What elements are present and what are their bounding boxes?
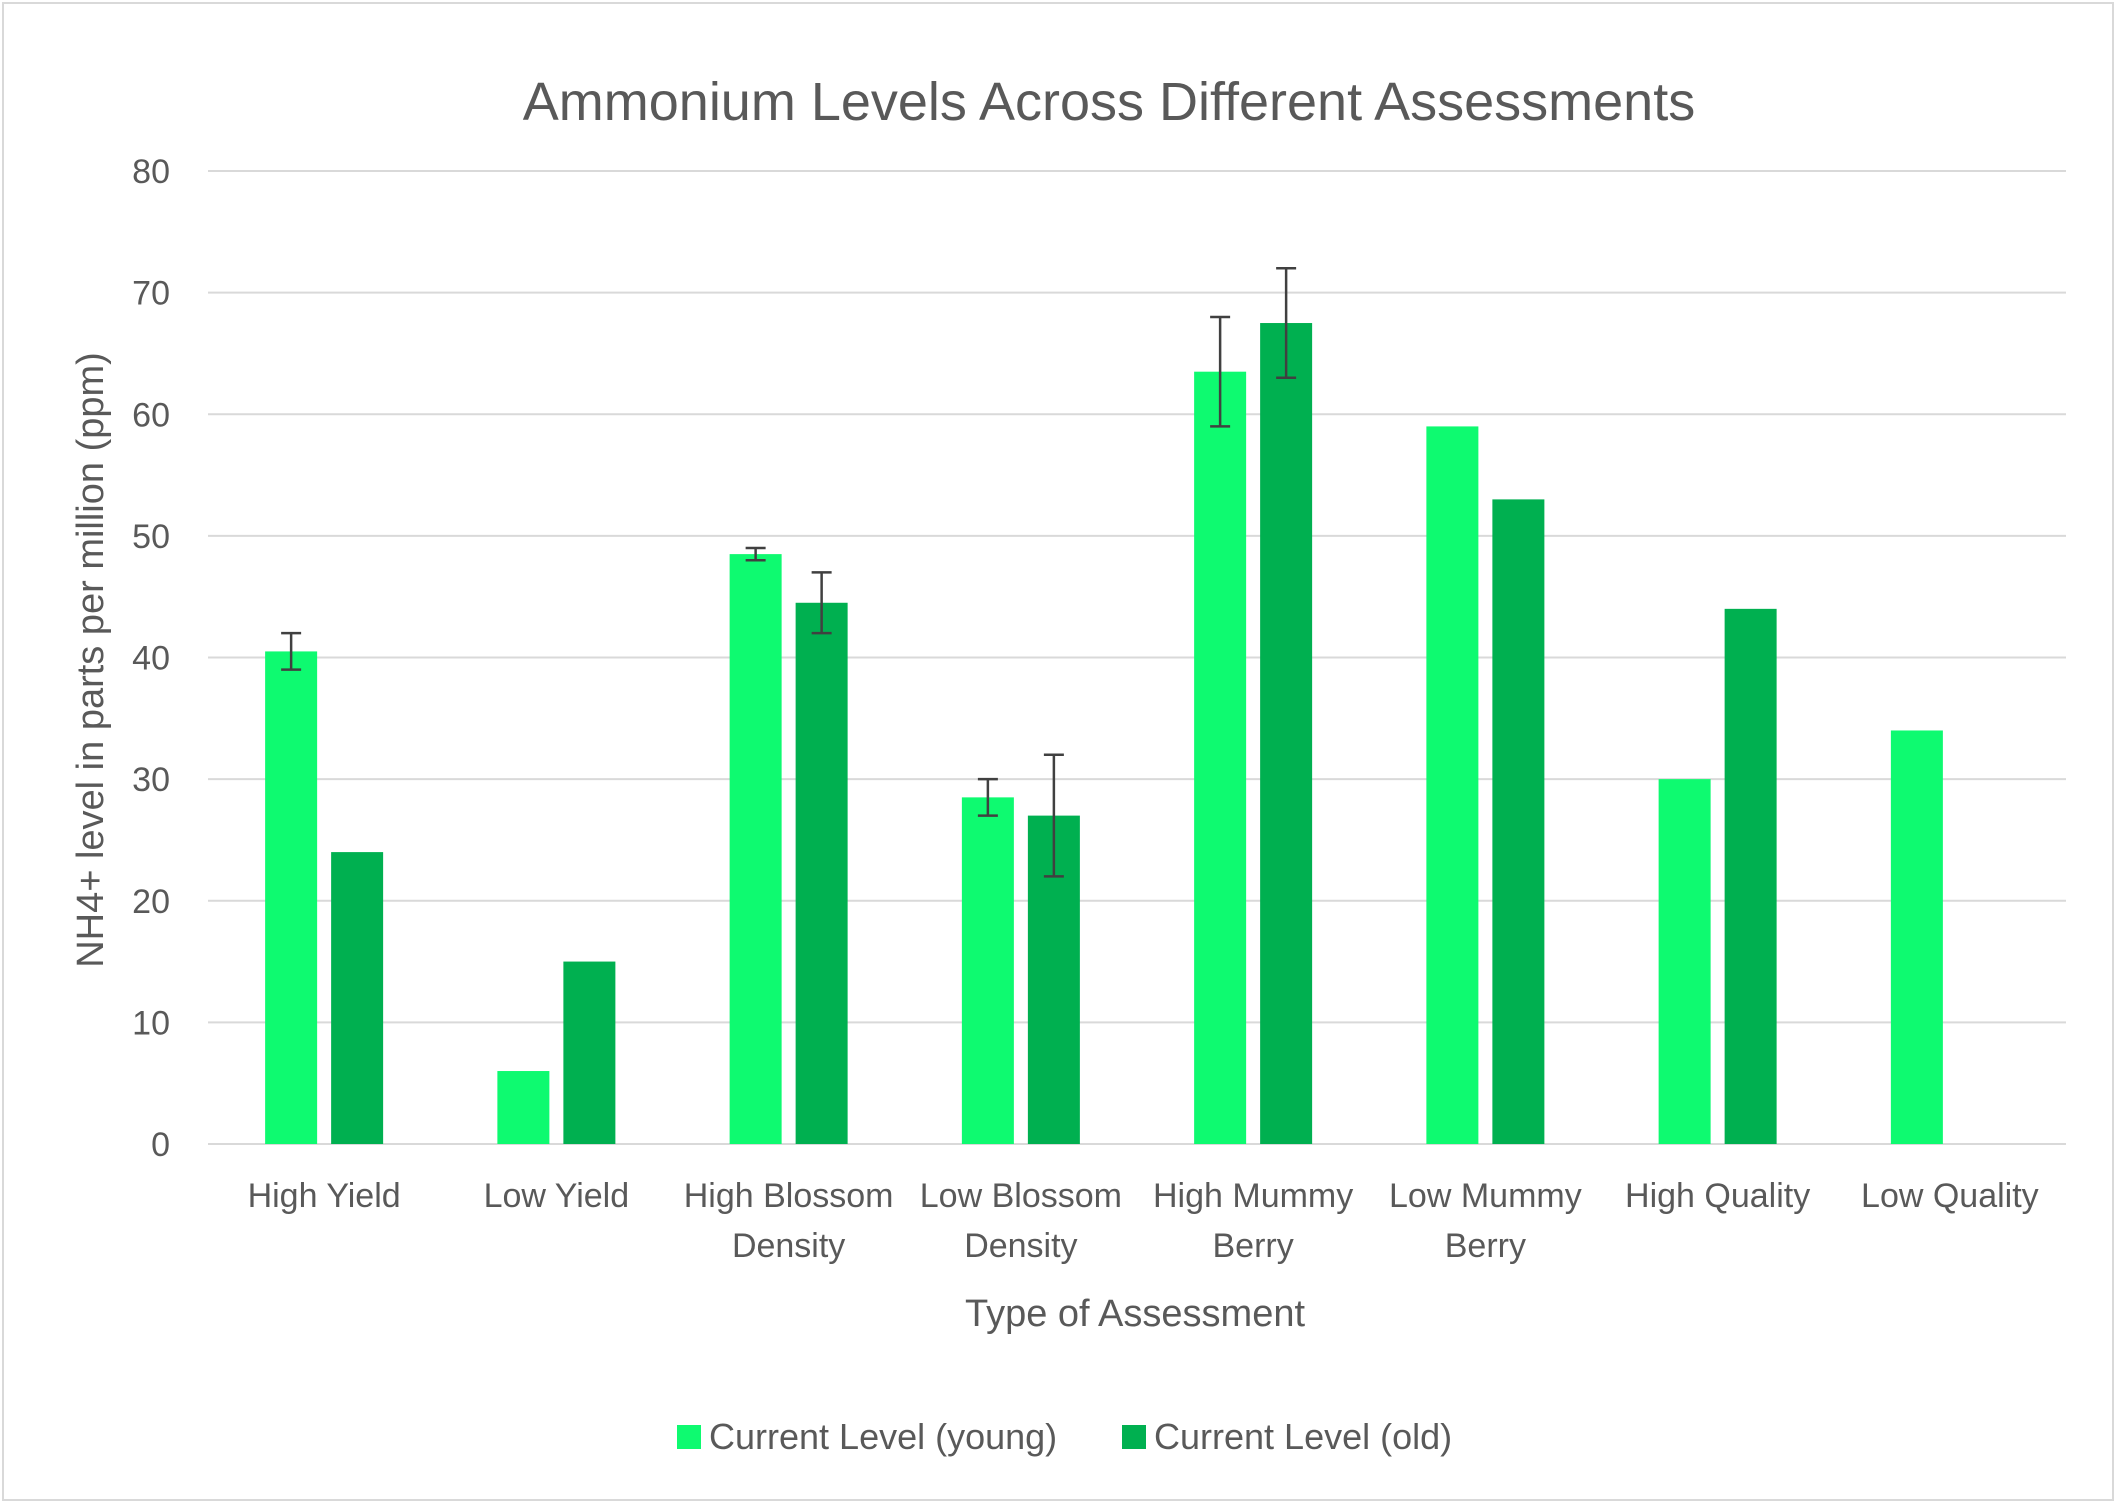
x-tick-label: Density bbox=[964, 1227, 1077, 1265]
bar bbox=[961, 797, 1014, 1144]
bar bbox=[729, 554, 782, 1144]
legend-swatch bbox=[677, 1425, 701, 1449]
y-tick-label: 50 bbox=[132, 518, 170, 556]
bar bbox=[1658, 779, 1711, 1144]
y-tick-label: 30 bbox=[132, 761, 170, 799]
bar bbox=[795, 602, 848, 1144]
gridlines bbox=[208, 170, 2066, 1145]
y-tick-label: 80 bbox=[132, 153, 170, 191]
y-tick-label: 0 bbox=[151, 1126, 170, 1164]
x-tick-label: Low Yield bbox=[484, 1177, 630, 1215]
legend-swatch bbox=[1122, 1425, 1146, 1449]
x-tick-label: Low Mummy bbox=[1389, 1177, 1582, 1215]
y-tick-label: 20 bbox=[132, 883, 170, 921]
x-tick-label: Low Blossom bbox=[920, 1177, 1122, 1215]
x-tick-label: Low Quality bbox=[1861, 1177, 2039, 1215]
y-tick-label: 40 bbox=[132, 640, 170, 678]
bar bbox=[1194, 371, 1247, 1144]
x-tick-label: Berry bbox=[1445, 1227, 1526, 1265]
x-axis-title: Type of Assessment bbox=[965, 1293, 1305, 1335]
bar bbox=[265, 651, 318, 1144]
y-axis-title: NH4+ level in parts per million (ppm) bbox=[70, 352, 112, 968]
x-tick-label: High Mummy bbox=[1153, 1177, 1353, 1215]
bar bbox=[1426, 426, 1479, 1145]
chart-title: Ammonium Levels Across Different Assessm… bbox=[523, 72, 1695, 132]
bar bbox=[563, 961, 616, 1144]
y-tick-label: 60 bbox=[132, 396, 170, 434]
x-tick-label: High Quality bbox=[1625, 1177, 1810, 1215]
bar bbox=[1492, 499, 1545, 1144]
y-tick-label: 10 bbox=[132, 1004, 170, 1042]
x-tick-label: High Blossom bbox=[684, 1177, 894, 1215]
x-tick-label: Density bbox=[732, 1227, 845, 1265]
y-axis-ticks: 0 10 20 30 40 50 60 70 80 bbox=[132, 153, 170, 1164]
bars bbox=[265, 323, 1943, 1145]
x-tick-label: Berry bbox=[1213, 1227, 1294, 1265]
bar bbox=[1890, 730, 1943, 1144]
y-tick-label: 70 bbox=[132, 275, 170, 313]
bar bbox=[1260, 323, 1313, 1144]
legend-label: Current Level (old) bbox=[1154, 1416, 1452, 1457]
legend: Current Level (young) Current Level (old) bbox=[677, 1416, 1452, 1457]
x-tick-label: High Yield bbox=[248, 1177, 401, 1215]
error-bars bbox=[281, 267, 1297, 878]
bar bbox=[497, 1071, 550, 1144]
x-axis-ticks: High Yield Low Yield High Blossom Density Lo… bbox=[248, 1177, 2039, 1265]
legend-label: Current Level (young) bbox=[709, 1416, 1057, 1457]
bar bbox=[1724, 608, 1777, 1144]
bar bbox=[331, 852, 384, 1144]
